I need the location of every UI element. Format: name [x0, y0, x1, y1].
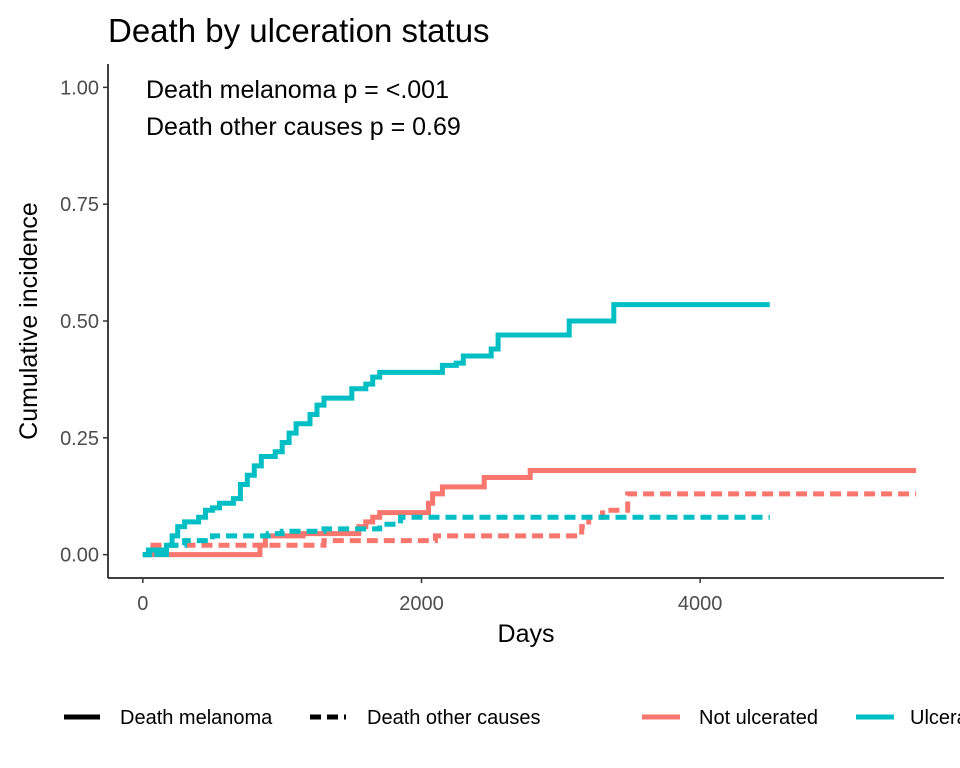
- series-group: [142, 302, 917, 558]
- legend-label-death-other-causes: Death other causes: [367, 707, 540, 729]
- legend-label-ulcerated: Ulcerated: [910, 707, 960, 729]
- y-tick-label: 0.75: [60, 194, 99, 216]
- y-ticks: 0.00 0.25 0.50 0.75 1.00: [60, 77, 108, 567]
- y-tick-label: 0.00: [60, 545, 99, 567]
- series-not-ulcerated-death-other-causes: [142, 491, 917, 558]
- legend: Death melanoma Death other causes Not ul…: [64, 707, 960, 729]
- chart-title: Death by ulceration status: [108, 12, 490, 49]
- annotation-melanoma-pvalue: Death melanoma p = <.001: [146, 76, 449, 104]
- y-axis-label: Cumulative incidence: [15, 202, 43, 440]
- x-ticks: 0 2000 4000: [137, 578, 722, 615]
- x-tick-label: 4000: [678, 593, 723, 615]
- x-tick-label: 2000: [399, 593, 444, 615]
- y-tick-label: 0.25: [60, 428, 99, 450]
- annotation-other-causes-pvalue: Death other causes p = 0.69: [146, 113, 461, 141]
- y-tick-label: 1.00: [60, 77, 99, 99]
- legend-label-not-ulcerated: Not ulcerated: [699, 707, 818, 729]
- y-tick-label: 0.50: [60, 311, 99, 333]
- x-tick-label: 0: [137, 593, 148, 615]
- series-ulcerated-death-other-causes: [142, 514, 770, 558]
- series-not-ulcerated-death-melanoma: [142, 468, 917, 558]
- series-ulcerated-death-melanoma: [142, 302, 770, 558]
- legend-label-death-melanoma: Death melanoma: [120, 707, 273, 729]
- x-axis-label: Days: [498, 620, 555, 648]
